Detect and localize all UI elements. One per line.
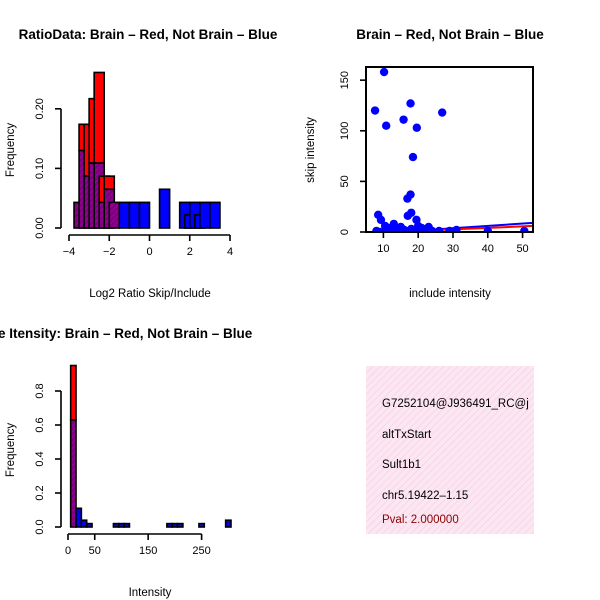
ratio-histogram-axes: −4 −2 0 2 4 0.00 0.10 0.20 [34,98,233,258]
not-brain-bar [123,522,131,528]
probe-id: G7252104@J936491_RC@j [382,398,529,410]
not-brain-bar [198,522,206,528]
brain-bar [103,175,116,191]
not-brain-bar [171,522,179,528]
scatter-point [412,123,421,132]
x-tick-label: 0 [65,545,71,557]
not-brain-bar [118,201,131,229]
x-tick-label: 250 [192,545,210,557]
not-brain-bar [224,519,232,528]
x-tick-label: 150 [139,545,157,557]
brain-bar [69,364,77,421]
scatter-point [420,227,430,232]
x-tick-label: 0 [146,246,152,258]
x-tick-label: 40 [482,243,494,255]
scatter-point [520,226,529,232]
scatter-point [379,67,389,77]
y-tick-label: 0.00 [34,217,46,238]
not-brain-bar [158,188,171,229]
scatter-point [407,224,416,232]
scatter-point [376,215,386,225]
gene-name: Sult1b1 [382,459,421,471]
y-tick-label: 0.8 [34,383,46,398]
ratio-histogram-ylabel: Frequency [5,123,17,178]
ratio-histogram-xlabel: Log2 Ratio Skip/Include [89,288,210,300]
scatter-point [408,152,418,162]
not-brain-bar [199,201,211,229]
not-brain-bar [166,522,174,528]
x-tick-label: 10 [377,243,389,255]
y-tick-label: 0.2 [34,485,46,500]
y-tick-label: 0.20 [34,98,46,119]
y-tick-label: 50 [339,175,351,187]
y-tick-label: 100 [339,122,351,140]
scatter-point [434,226,444,232]
overlap-bar [108,201,121,229]
scatter-point [370,106,380,115]
x-tick-label: 2 [187,246,193,258]
gene-intensity-bars [69,364,232,528]
scatter-point [387,227,397,232]
info-panel: G7252104@J936491_RC@j altTxStart Sult1b1… [366,366,534,534]
intensity-scatter-ylabel: skip intensity [305,117,317,183]
gene-intensity-ylabel: Frequency [5,423,17,478]
scatter-point [445,226,454,232]
not-brain-bar [138,201,151,229]
ratio-histogram-bars [73,71,221,229]
y-tick-label: 0.0 [34,519,46,534]
x-tick-label: 50 [516,243,528,255]
not-brain-bar [85,522,93,528]
intensity-scatter-xlabel: include intensity [409,288,491,300]
y-tick-label: 0.4 [34,451,46,466]
gene-intensity-histogram: Gene Itensity: Brain – Red, Not Brain – … [0,326,253,599]
not-brain-bar [112,522,120,528]
scatter-point [381,121,391,130]
genomic-location: chr5.19422–1.15 [382,490,468,502]
not-brain-bar [176,522,184,528]
gene-intensity-title: Gene Itensity: Brain – Red, Not Brain – … [0,326,253,341]
y-tick-label: 0.10 [34,158,46,179]
x-tick-label: −2 [103,246,116,258]
y-tick-label: 0.6 [34,417,46,432]
scatter-point [483,226,492,232]
intensity-scatter: Brain – Red, Not Brain – Blue 10 20 30 40 50… [305,27,544,300]
scatter-point [406,99,415,108]
p-value: Pval: 2.000000 [382,514,459,526]
scatter-point [427,226,437,232]
not-brain-bar [80,519,88,528]
scatter-point [452,225,461,232]
intensity-scatter-axes: 10 20 30 40 50 0 50 100 150 [339,66,534,255]
scatter-point [403,211,412,221]
scatter-point [413,226,423,232]
info-panel-background [366,366,534,534]
scatter-plot-frame [365,66,534,233]
scatter-point [375,227,385,232]
y-tick-label: 0 [339,229,351,235]
x-tick-label: 4 [227,246,233,258]
ratio-histogram-title: RatioData: Brain – Red, Not Brain – Blue [19,27,278,42]
y-tick-label: 150 [339,71,351,89]
scatter-point [403,194,412,203]
gene-intensity-xlabel: Intensity [129,587,172,599]
intensity-scatter-title: Brain – Red, Not Brain – Blue [356,27,544,42]
not-brain-bar [128,201,141,229]
overlap-bar [69,419,77,528]
scatter-point [399,115,408,124]
scatter-point [437,108,447,117]
event-type: altTxStart [382,429,432,441]
ratio-histogram: RatioData: Brain – Red, Not Brain – Blue… [5,27,278,300]
gene-intensity-axes: 0 50 150 250 0.0 0.2 0.4 0.6 0.8 [34,383,211,557]
scatter-point [394,226,404,232]
not-brain-bar [75,507,83,528]
x-tick-label: 50 [89,545,101,557]
x-tick-label: 30 [447,243,459,255]
not-brain-bar [209,201,221,229]
scatter-points [370,67,529,232]
not-brain-bar [117,522,125,528]
x-tick-label: −4 [63,246,76,258]
brain-bar [93,71,106,164]
x-tick-label: 20 [412,243,424,255]
